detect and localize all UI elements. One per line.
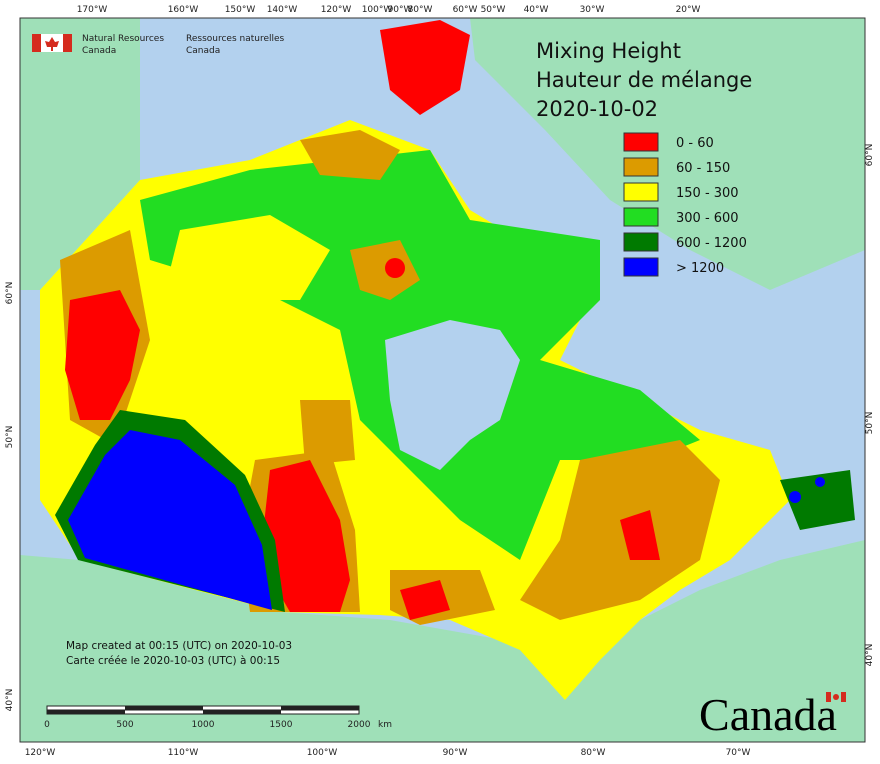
frame — [19, 17, 866, 743]
scale-bar-segment — [203, 710, 281, 714]
wordmark-flag — [826, 692, 846, 702]
latitude-label: 40°N — [5, 689, 15, 712]
latitude-label: 50°N — [5, 426, 15, 449]
longitude-label: 160°W — [168, 5, 199, 15]
ellesmere-red — [380, 20, 470, 115]
newfoundland — [780, 470, 855, 530]
flag-bar — [32, 34, 41, 52]
map-area — [19, 17, 866, 743]
flag-bar — [63, 34, 72, 52]
prairie-orange — [300, 400, 355, 465]
wordmark: Canada — [699, 689, 837, 740]
legend: 0 - 60 60 - 150 150 - 300 300 - 600 600 - 12… — [623, 132, 747, 277]
baffin-red — [385, 258, 405, 278]
longitude-label: 90°W — [443, 748, 468, 758]
longitude-label: 80°W — [581, 748, 606, 758]
longitude-label: 70°W — [726, 748, 751, 758]
nf-blue — [789, 491, 801, 503]
latitude-label: 60°N — [5, 282, 15, 305]
legend-swatch — [623, 132, 659, 152]
usa — [20, 540, 865, 742]
flag-bar — [841, 692, 846, 702]
title: Hauteur de mélange — [536, 68, 752, 92]
legend-label: 600 - 1200 — [676, 236, 747, 251]
bc-red — [65, 290, 140, 420]
agency-en: Natural Resources — [82, 34, 164, 44]
flag-bar — [826, 692, 831, 702]
longitude-label: 50°W — [481, 5, 506, 15]
scale-bar: 0 500 1000 1500 2000 km — [44, 705, 392, 730]
longitude-label: 20°W — [676, 5, 701, 15]
legend-label: > 1200 — [676, 261, 724, 276]
scale-bar-segment — [47, 710, 125, 714]
agency-en: Canada — [82, 46, 116, 56]
latitude-label: 40°N — [865, 644, 875, 667]
ontario-red — [400, 580, 450, 620]
scale-label: 1500 — [270, 720, 293, 730]
scale-label: 500 — [116, 720, 133, 730]
greenland — [470, 18, 865, 290]
east-orange — [520, 440, 720, 620]
scale-unit: km — [378, 720, 392, 730]
maple-leaf — [833, 694, 839, 700]
latitude-label: 50°N — [865, 412, 875, 435]
latitude-label: 60°N — [865, 144, 875, 167]
note: Map created at 00:15 (UTC) on 2020-10-03 — [66, 640, 292, 652]
legend-label: 60 - 150 — [676, 161, 730, 176]
arctic-yellow — [170, 215, 330, 300]
agency-fr: Ressources naturelles — [186, 34, 285, 44]
title: 2020-10-02 — [536, 97, 658, 121]
alaska — [20, 18, 140, 290]
longitude-label: 170°W — [77, 5, 108, 15]
sw-blue — [68, 430, 272, 610]
arctic-orange — [300, 130, 400, 180]
nf-blue — [815, 477, 825, 487]
scale-bar-segment — [125, 706, 203, 710]
longitude-label: 140°W — [267, 5, 298, 15]
prairie-red — [260, 460, 350, 612]
baffin-orange — [350, 240, 420, 300]
axes: 170°W 160°W 150°W 140°W 120°W 100°W90°W80°W 60… — [5, 5, 875, 758]
scale-label: 0 — [44, 720, 50, 730]
scale-label: 1000 — [192, 720, 215, 730]
longitude-label: 110°W — [168, 748, 199, 758]
longitude-label: 100°W — [362, 5, 393, 15]
note: Carte créée le 2020-10-03 (UTC) à 00:15 — [66, 655, 280, 667]
longitude-label: 30°W — [580, 5, 605, 15]
longitude-label: 90°W — [388, 5, 413, 15]
longitude-label: 120°W — [321, 5, 352, 15]
legend-label: 0 - 60 — [676, 136, 714, 151]
legend-swatch — [623, 182, 659, 202]
maple-leaf — [45, 37, 59, 51]
scale-label: 2000 — [348, 720, 371, 730]
title: Mixing Height — [536, 39, 681, 63]
agency-logo: Natural Resources Canada Ressources natu… — [32, 34, 285, 56]
longitude-label: 80°W — [408, 5, 433, 15]
legend-label: 300 - 600 — [676, 211, 739, 226]
longitude-label: 40°W — [524, 5, 549, 15]
legend-swatch — [623, 232, 659, 252]
longitude-label: 100°W — [307, 748, 338, 758]
agency-fr: Canada — [186, 46, 220, 56]
longitude-label: 120°W — [25, 748, 56, 758]
longitude-label: 60°W — [453, 5, 478, 15]
legend-swatch — [623, 207, 659, 227]
hudson-bay — [385, 320, 520, 470]
quebec-red — [620, 510, 660, 560]
legend-label: 150 - 300 — [676, 186, 739, 201]
legend-swatch — [623, 257, 659, 277]
legend-swatch — [623, 157, 659, 177]
scale-bar-segment — [281, 706, 359, 710]
longitude-label: 150°W — [225, 5, 256, 15]
